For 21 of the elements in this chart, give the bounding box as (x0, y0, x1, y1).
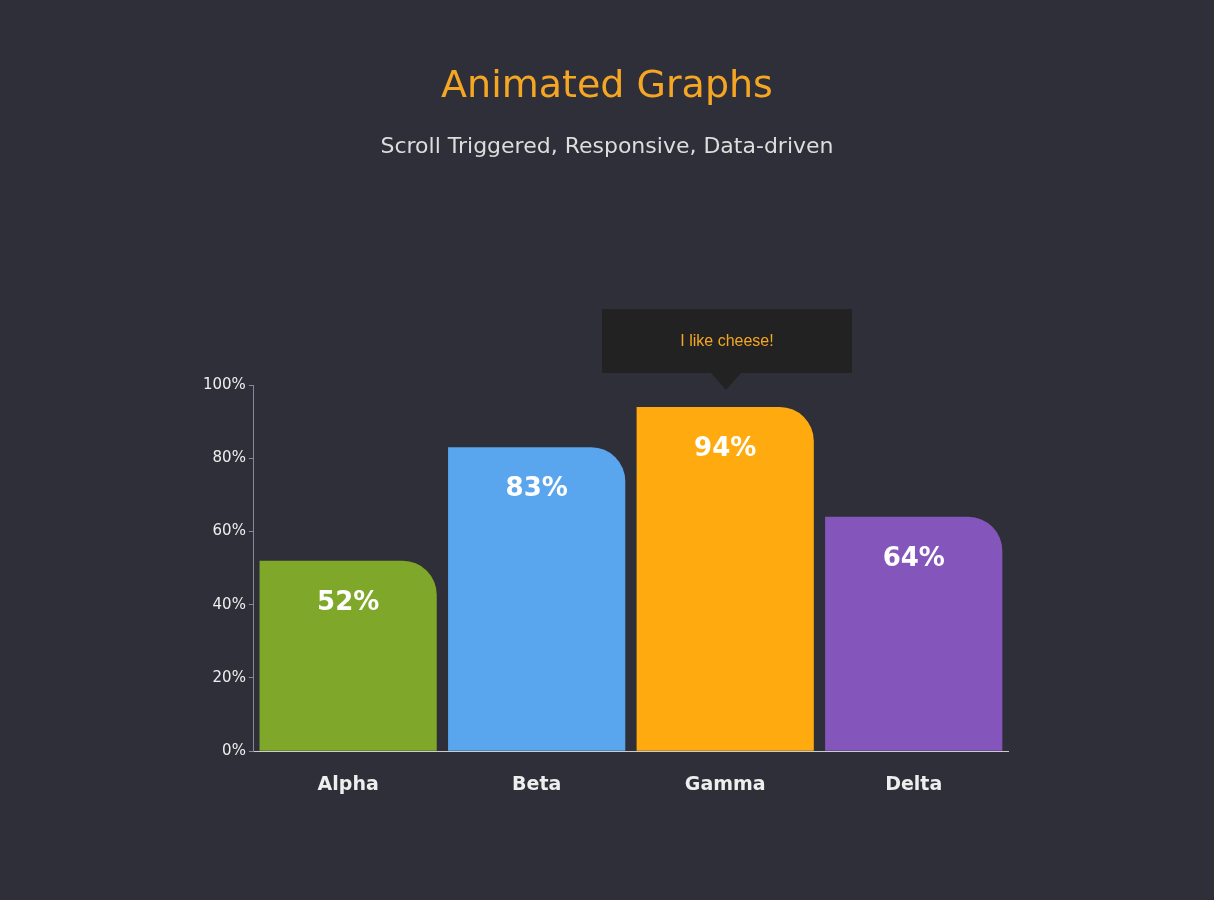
x-tick-label: Beta (512, 771, 562, 794)
data-label: 64% (882, 541, 945, 572)
bar (636, 406, 814, 751)
y-tick-label: 20% (212, 667, 246, 686)
bar (259, 560, 437, 751)
x-tick-label: Delta (885, 771, 943, 794)
data-label: 83% (505, 472, 568, 502)
text: I like cheese! (602, 309, 852, 373)
y-tick-label: 100% (202, 374, 246, 393)
y-tick-label: 40% (212, 594, 246, 613)
y-tick-label: 0% (222, 741, 246, 760)
bar (825, 516, 1003, 751)
data-label: 94% (694, 431, 757, 462)
chart-subtitle: Scroll Triggered, Responsive, Data-driven (379, 133, 835, 158)
chart-title: Animated Graphs (440, 62, 774, 106)
y-tick-label: 80% (212, 448, 246, 467)
x-tick-label: Gamma (684, 771, 766, 794)
bar (448, 447, 626, 751)
x-tick-label: Alpha (317, 771, 379, 794)
data-label: 52% (317, 585, 380, 616)
y-tick-label: 60% (212, 521, 246, 540)
